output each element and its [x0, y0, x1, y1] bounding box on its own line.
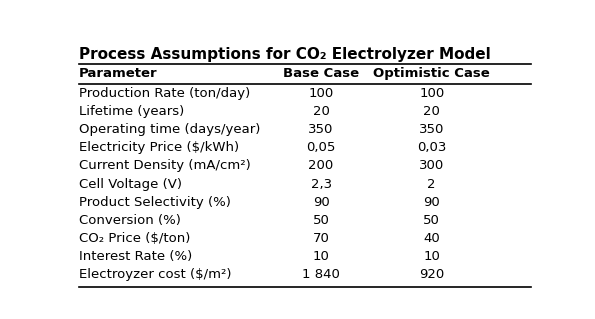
Text: 2,3: 2,3 — [311, 178, 331, 190]
Text: 40: 40 — [424, 232, 440, 245]
Text: CO₂ Price ($/ton): CO₂ Price ($/ton) — [79, 232, 190, 245]
Text: Base Case: Base Case — [283, 67, 359, 79]
Text: Electroyzer cost ($/m²): Electroyzer cost ($/m²) — [79, 268, 231, 281]
Text: 2: 2 — [427, 178, 436, 190]
Text: Electricity Price ($/kWh): Electricity Price ($/kWh) — [79, 141, 239, 154]
Text: 20: 20 — [312, 105, 330, 118]
Text: Conversion (%): Conversion (%) — [79, 214, 181, 227]
Text: 300: 300 — [419, 160, 444, 172]
Text: 350: 350 — [308, 123, 334, 136]
Text: Production Rate (ton/day): Production Rate (ton/day) — [79, 87, 250, 100]
Text: 200: 200 — [308, 160, 334, 172]
Text: 10: 10 — [312, 250, 330, 263]
Text: 920: 920 — [419, 268, 444, 281]
Text: 50: 50 — [312, 214, 330, 227]
Text: 100: 100 — [419, 87, 444, 100]
Text: Current Density (mA/cm²): Current Density (mA/cm²) — [79, 160, 250, 172]
Text: Cell Voltage (V): Cell Voltage (V) — [79, 178, 182, 190]
Text: 90: 90 — [313, 196, 330, 209]
Text: 50: 50 — [423, 214, 440, 227]
Text: 10: 10 — [423, 250, 440, 263]
Text: Optimistic Case: Optimistic Case — [374, 67, 490, 79]
Text: Operating time (days/year): Operating time (days/year) — [79, 123, 261, 136]
Text: 0,05: 0,05 — [306, 141, 336, 154]
Text: Parameter: Parameter — [79, 67, 158, 79]
Text: 100: 100 — [308, 87, 334, 100]
Text: 350: 350 — [419, 123, 444, 136]
Text: 90: 90 — [424, 196, 440, 209]
Text: 1 840: 1 840 — [302, 268, 340, 281]
Text: Process Assumptions for CO₂ Electrolyzer Model: Process Assumptions for CO₂ Electrolyzer… — [79, 47, 491, 62]
Text: 20: 20 — [423, 105, 440, 118]
Text: Lifetime (years): Lifetime (years) — [79, 105, 184, 118]
Text: Product Selectivity (%): Product Selectivity (%) — [79, 196, 231, 209]
Text: Interest Rate (%): Interest Rate (%) — [79, 250, 192, 263]
Text: 0,03: 0,03 — [417, 141, 446, 154]
Text: 70: 70 — [312, 232, 330, 245]
